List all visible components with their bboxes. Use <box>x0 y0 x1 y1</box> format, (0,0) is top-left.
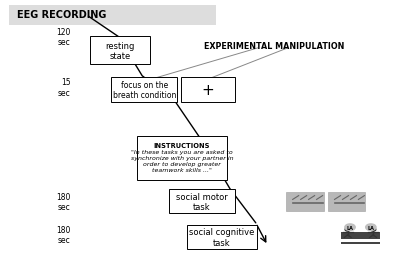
Text: LA: LA <box>368 225 374 230</box>
Text: LA: LA <box>346 225 354 230</box>
FancyBboxPatch shape <box>90 37 150 65</box>
FancyBboxPatch shape <box>111 78 177 103</box>
Text: 120
sec: 120 sec <box>56 28 70 47</box>
Bar <box>332 223 389 247</box>
FancyBboxPatch shape <box>137 136 227 181</box>
Bar <box>340 232 380 239</box>
Text: resting
state: resting state <box>106 42 135 61</box>
Text: social cognitive
task: social cognitive task <box>189 227 255 247</box>
Text: EEG RECORDING: EEG RECORDING <box>17 10 106 20</box>
Text: social motor
task: social motor task <box>176 192 228 211</box>
Text: +: + <box>202 83 214 98</box>
Text: focus on the
breath condition: focus on the breath condition <box>112 81 176 100</box>
Circle shape <box>345 224 355 231</box>
Bar <box>286 193 324 212</box>
FancyBboxPatch shape <box>169 189 235 214</box>
FancyBboxPatch shape <box>181 78 235 103</box>
Bar <box>340 242 380 244</box>
Circle shape <box>370 228 376 231</box>
Text: "In these tasks you are asked to
synchronize with your partner in
order to devel: "In these tasks you are asked to synchro… <box>131 150 233 172</box>
Text: EXPERIMENTAL MANIPULATION: EXPERIMENTAL MANIPULATION <box>204 42 344 51</box>
Text: INSTRUCTIONS: INSTRUCTIONS <box>154 143 210 149</box>
Bar <box>328 193 366 212</box>
Text: 15
sec: 15 sec <box>58 78 70 98</box>
Text: 180
sec: 180 sec <box>56 225 70 244</box>
Circle shape <box>345 228 350 231</box>
Text: 180
sec: 180 sec <box>56 192 70 211</box>
FancyBboxPatch shape <box>187 225 257 249</box>
Circle shape <box>366 224 376 231</box>
Bar <box>9 6 216 26</box>
